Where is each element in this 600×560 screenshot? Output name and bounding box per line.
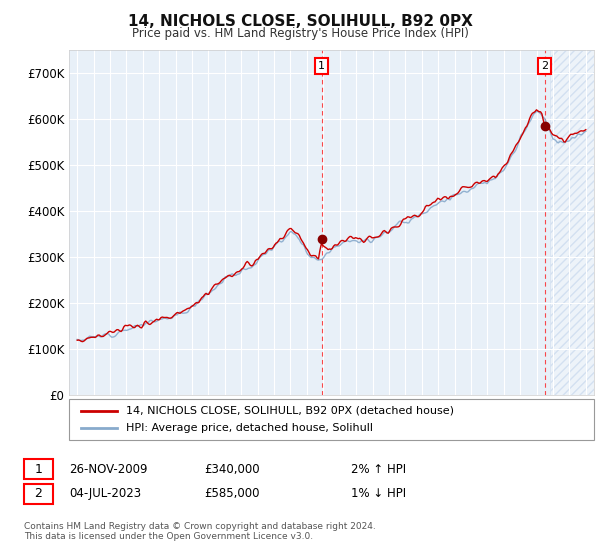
Text: Price paid vs. HM Land Registry's House Price Index (HPI): Price paid vs. HM Land Registry's House …	[131, 27, 469, 40]
Text: 2% ↑ HPI: 2% ↑ HPI	[351, 463, 406, 476]
Bar	[550, 50, 594, 395]
Text: 14, NICHOLS CLOSE, SOLIHULL, B92 0PX: 14, NICHOLS CLOSE, SOLIHULL, B92 0PX	[128, 14, 472, 29]
Text: Contains HM Land Registry data © Crown copyright and database right 2024.
This d: Contains HM Land Registry data © Crown c…	[24, 522, 376, 542]
Text: 1: 1	[34, 463, 43, 476]
Bar	[550, 50, 594, 395]
Bar	[550, 50, 594, 395]
Text: 26-NOV-2009: 26-NOV-2009	[69, 463, 148, 476]
Text: £585,000: £585,000	[204, 487, 260, 501]
Text: 1% ↓ HPI: 1% ↓ HPI	[351, 487, 406, 501]
Text: HPI: Average price, detached house, Solihull: HPI: Average price, detached house, Soli…	[126, 423, 373, 433]
Text: 04-JUL-2023: 04-JUL-2023	[69, 487, 141, 501]
Text: 1: 1	[318, 61, 325, 71]
Text: £340,000: £340,000	[204, 463, 260, 476]
Text: 2: 2	[541, 61, 548, 71]
Bar	[550, 50, 594, 395]
Text: 14, NICHOLS CLOSE, SOLIHULL, B92 0PX (detached house): 14, NICHOLS CLOSE, SOLIHULL, B92 0PX (de…	[126, 405, 454, 416]
Text: 2: 2	[34, 487, 43, 501]
